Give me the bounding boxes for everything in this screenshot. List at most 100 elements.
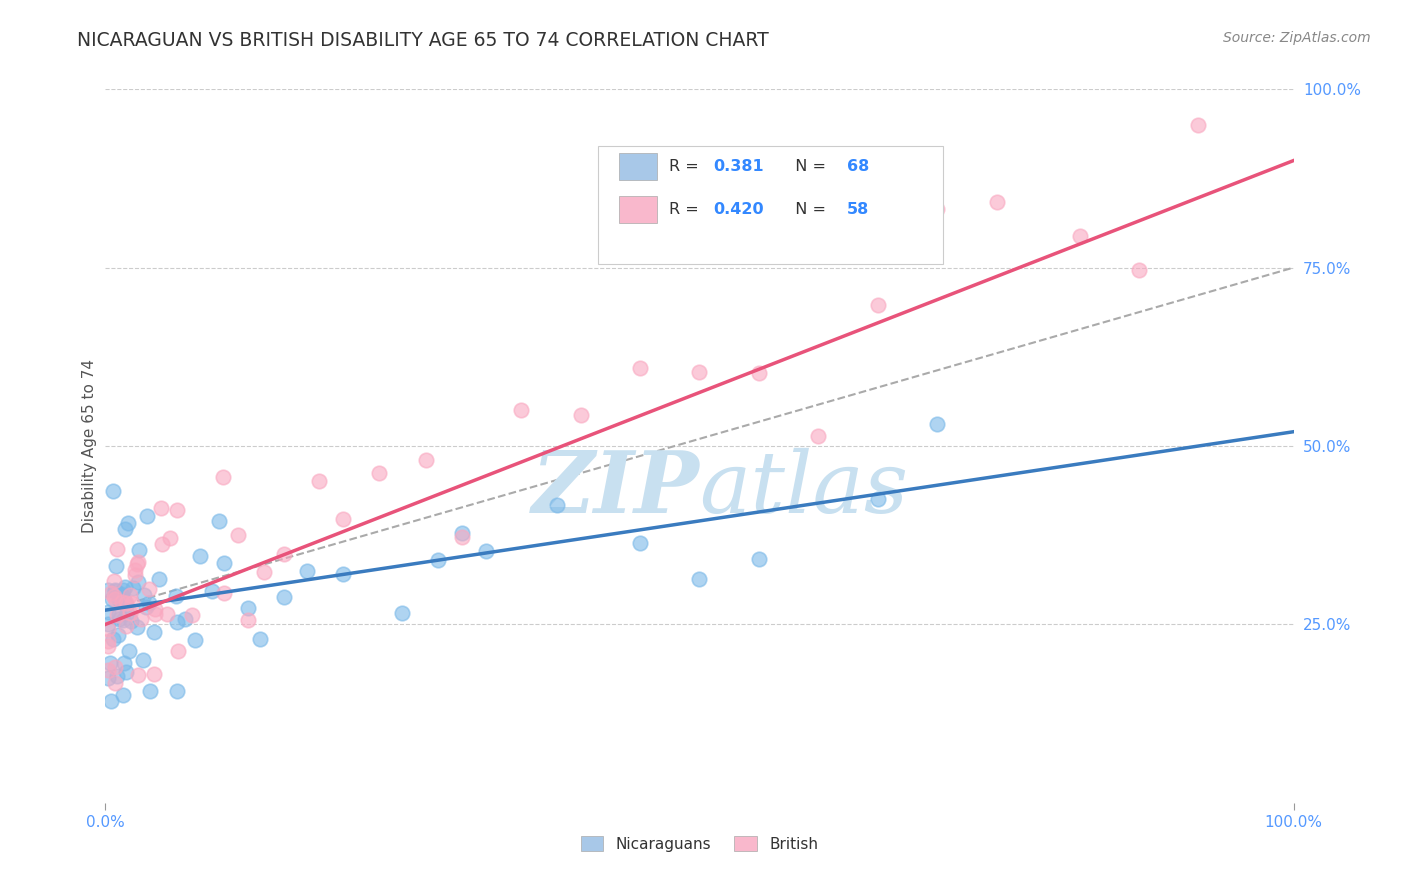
Text: Source: ZipAtlas.com: Source: ZipAtlas.com <box>1223 31 1371 45</box>
Point <box>132 653 155 667</box>
Point <box>121 581 143 595</box>
Point <box>105 607 128 622</box>
Point <box>866 298 889 312</box>
Point <box>208 514 231 528</box>
Point <box>214 586 236 600</box>
Point <box>129 612 152 626</box>
Point <box>628 360 651 375</box>
Point <box>108 612 131 626</box>
Point <box>166 615 188 630</box>
Point <box>101 591 124 606</box>
Point <box>142 625 165 640</box>
Point <box>108 607 131 621</box>
Point <box>167 644 190 658</box>
Point <box>415 453 437 467</box>
Point <box>474 544 496 558</box>
Point <box>97 634 120 648</box>
Point <box>97 622 120 636</box>
Point <box>148 572 170 586</box>
Point <box>150 501 173 516</box>
Point <box>120 614 142 628</box>
Text: atlas: atlas <box>700 448 908 530</box>
Point <box>190 549 212 563</box>
Point <box>166 684 188 698</box>
Point <box>332 512 354 526</box>
Point <box>308 474 330 488</box>
Text: R =: R = <box>669 202 703 217</box>
Point <box>689 572 711 586</box>
Point <box>121 596 143 610</box>
Point <box>155 607 177 621</box>
Point <box>108 588 131 602</box>
Point <box>97 605 120 619</box>
Bar <box>619 153 657 180</box>
Point <box>807 429 830 443</box>
Point <box>143 666 166 681</box>
Point <box>107 628 129 642</box>
Point <box>135 599 157 614</box>
Point <box>103 574 125 588</box>
Text: ZIP: ZIP <box>531 447 700 531</box>
Point <box>114 580 136 594</box>
Point <box>104 675 127 690</box>
Point <box>925 202 948 216</box>
Point <box>253 565 276 579</box>
Point <box>166 503 188 517</box>
Point <box>127 620 149 634</box>
Point <box>165 589 187 603</box>
Point <box>211 470 233 484</box>
Point <box>111 688 134 702</box>
Text: NICARAGUAN VS BRITISH DISABILITY AGE 65 TO 74 CORRELATION CHART: NICARAGUAN VS BRITISH DISABILITY AGE 65 … <box>77 31 769 50</box>
Text: N =: N = <box>785 202 831 217</box>
Point <box>150 537 173 551</box>
Point <box>103 483 125 498</box>
Point <box>118 644 141 658</box>
Point <box>104 583 127 598</box>
Point <box>114 618 136 632</box>
Point <box>139 683 162 698</box>
Text: 0.420: 0.420 <box>714 202 765 217</box>
Point <box>510 402 533 417</box>
Point <box>226 528 249 542</box>
Point <box>236 613 259 627</box>
Point <box>124 567 146 582</box>
Point <box>546 498 568 512</box>
Point <box>174 612 197 626</box>
Point <box>866 492 889 507</box>
Point <box>120 588 142 602</box>
Point <box>748 551 770 566</box>
Point <box>628 536 651 550</box>
Point <box>117 516 139 530</box>
Point <box>104 558 127 573</box>
Point <box>127 668 149 682</box>
Point <box>236 601 259 615</box>
Point <box>112 657 135 671</box>
Point <box>97 617 120 632</box>
Point <box>925 417 948 432</box>
Point <box>748 366 770 380</box>
Text: N =: N = <box>785 159 831 174</box>
Point <box>143 602 166 616</box>
Point <box>143 607 166 621</box>
Point <box>128 542 150 557</box>
Point <box>689 365 711 379</box>
Point <box>114 522 136 536</box>
Point <box>105 541 128 556</box>
Point <box>105 668 128 682</box>
Text: R =: R = <box>669 159 703 174</box>
Point <box>104 592 127 607</box>
Point <box>450 531 472 545</box>
Y-axis label: Disability Age 65 to 74: Disability Age 65 to 74 <box>82 359 97 533</box>
Point <box>986 195 1008 210</box>
Point <box>138 596 160 610</box>
Point <box>127 555 149 569</box>
Point <box>427 553 450 567</box>
Point <box>110 587 132 601</box>
Point <box>214 556 236 570</box>
Point <box>98 656 121 670</box>
Point <box>1128 262 1150 277</box>
Point <box>138 582 160 596</box>
Point <box>103 590 125 604</box>
Point <box>115 595 138 609</box>
Point <box>125 557 148 571</box>
